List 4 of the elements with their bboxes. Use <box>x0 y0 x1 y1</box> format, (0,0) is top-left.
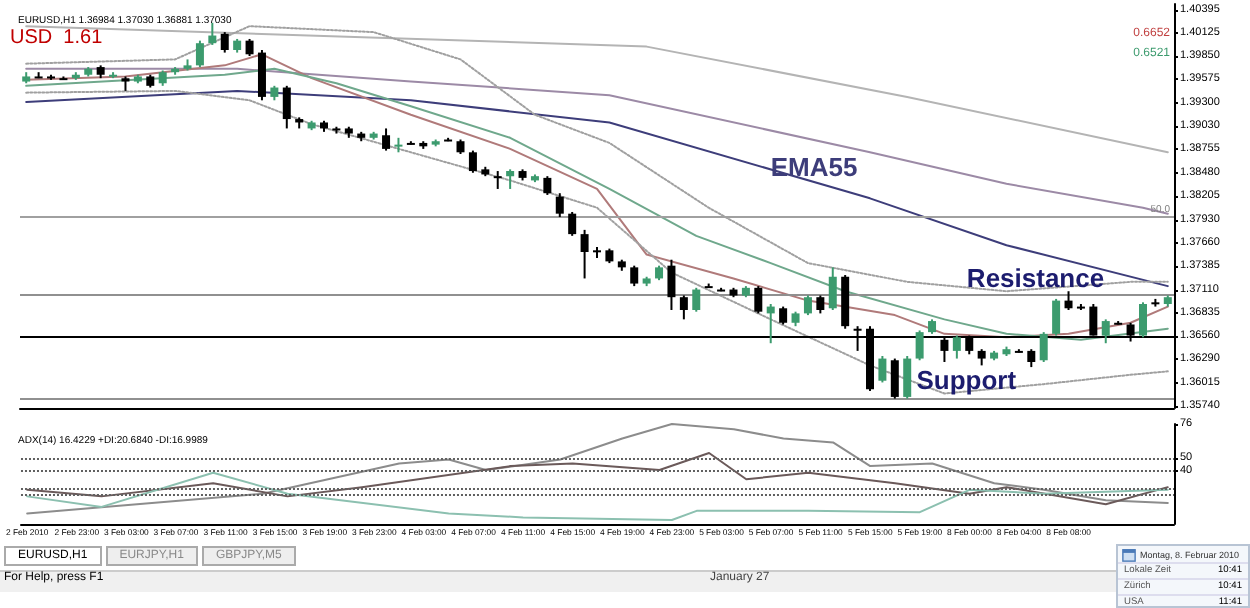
annotation: Support <box>916 364 1018 395</box>
series-label: EMA55 <box>770 152 858 183</box>
annotation: USD 1.61 <box>10 27 104 49</box>
annotation: Resistance <box>966 263 1105 294</box>
